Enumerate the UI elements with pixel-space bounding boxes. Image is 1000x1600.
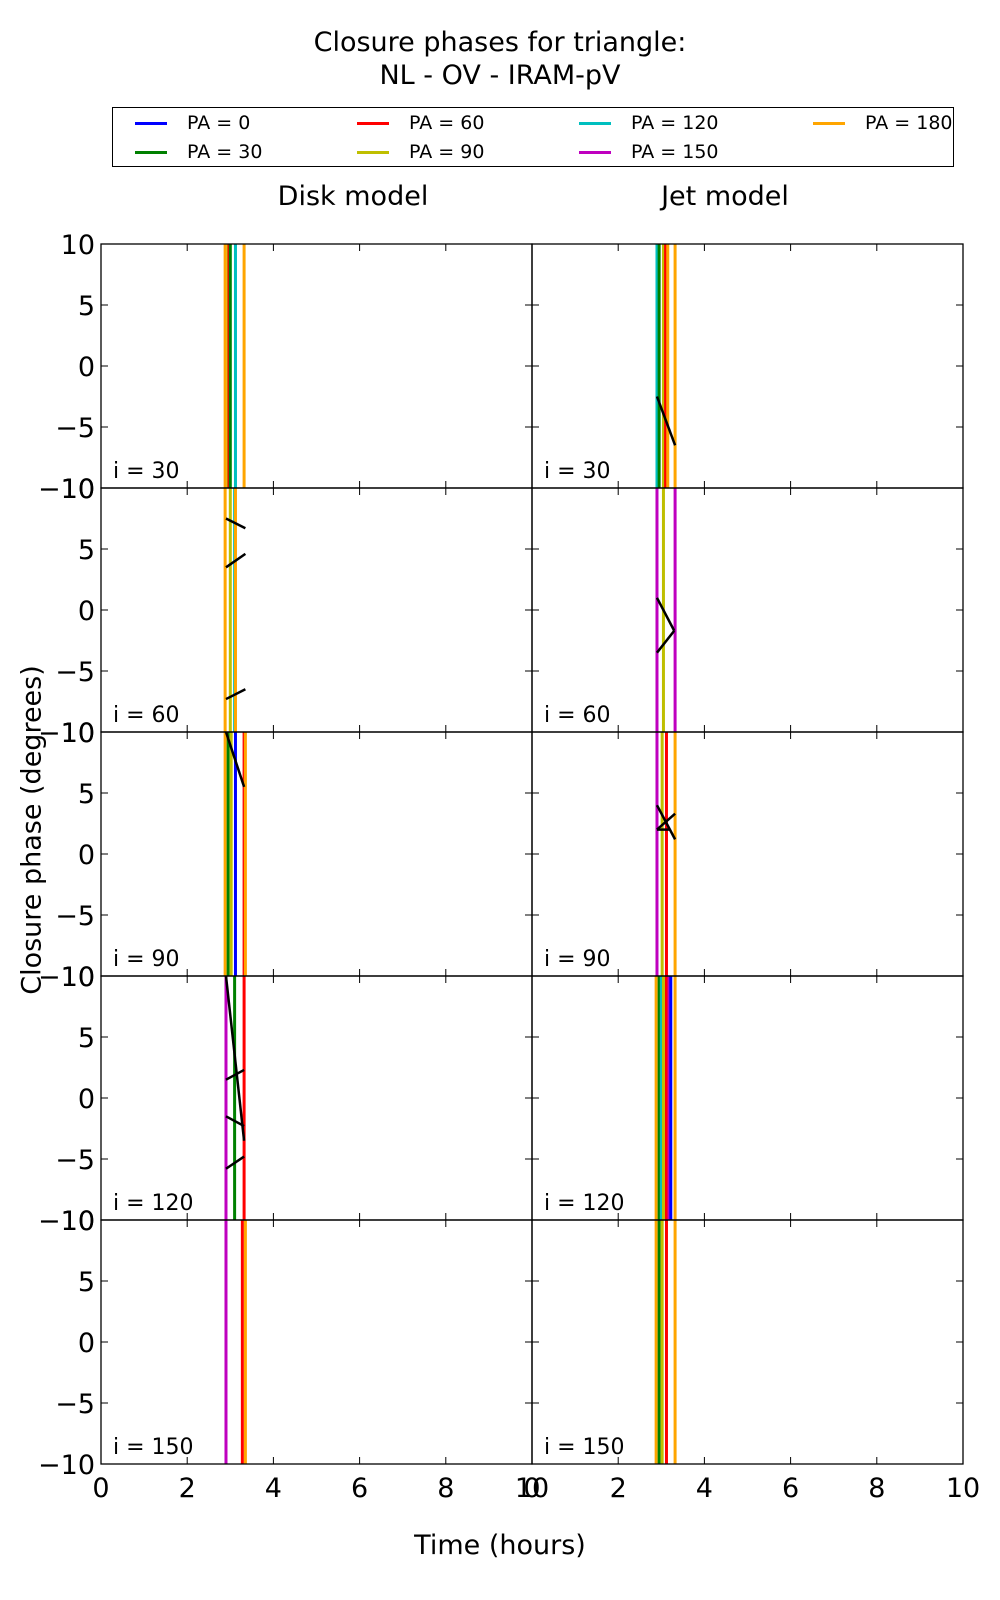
- row-label-0-0: i = 30: [113, 459, 180, 484]
- y-tick-label-1-2: 0: [78, 596, 95, 627]
- y-tick-label-3-1: −5: [55, 1145, 95, 1176]
- y-tick-label-4-1: −5: [55, 1389, 95, 1420]
- legend-swatch: [135, 151, 167, 154]
- row-label-2-1: i = 90: [544, 947, 611, 972]
- x-tick-label-1-1: 2: [610, 1473, 627, 1504]
- y-tick-label-3-4: 10: [61, 962, 95, 993]
- y-tick-label-0-3: 5: [78, 291, 95, 322]
- panel-2-1-data-segment-1: [656, 812, 676, 831]
- legend-label: PA = 0: [187, 112, 251, 134]
- column-title-disk: Disk model: [277, 181, 429, 212]
- legend-swatch: [579, 151, 611, 154]
- chart-title-line2: NL - OV - IRAM-pV: [379, 60, 621, 91]
- y-tick-label-3-3: 5: [78, 1023, 95, 1054]
- row-label-2-0: i = 90: [113, 947, 180, 972]
- panel-1-0-data-segment-0: [225, 517, 246, 530]
- y-tick-label-4-2: 0: [78, 1328, 95, 1359]
- row-label-3-1: i = 120: [544, 1191, 625, 1216]
- y-tick-label-4-3: 5: [78, 1267, 95, 1298]
- legend-label: PA = 150: [631, 141, 719, 163]
- panel-2-0-data-segment-0: [224, 731, 246, 788]
- legend-label: PA = 30: [187, 141, 263, 163]
- y-tick-label-2-1: −5: [55, 901, 95, 932]
- panel-3-0-data-segment-3: [225, 1155, 245, 1170]
- x-tick-label-1-4: 8: [868, 1473, 885, 1504]
- x-tick-label-0-0: 0: [92, 1473, 109, 1504]
- x-tick-label-1-2: 4: [696, 1473, 713, 1504]
- x-tick-label-1-3: 6: [782, 1473, 799, 1504]
- legend-label: PA = 60: [409, 112, 485, 134]
- row-label-1-0: i = 60: [113, 703, 180, 728]
- legend-swatch: [357, 151, 389, 154]
- legend-swatch: [135, 122, 167, 125]
- legend-swatch: [579, 122, 611, 125]
- panel-frame-0-0: [100, 243, 533, 489]
- panel-frame-3-1: [531, 975, 964, 1221]
- panel-1-0-data-segment-2: [225, 688, 246, 701]
- y-tick-label-2-2: 0: [78, 840, 95, 871]
- legend-label: PA = 90: [409, 141, 485, 163]
- panel-1-1-data-segment-0: [655, 597, 676, 632]
- panel-frame-2-0: [100, 731, 533, 977]
- panel-frame-1-1: [531, 487, 964, 733]
- panel-0-1-data-segment-0: [655, 396, 677, 446]
- legend: PA = 0 PA = 30 PA = 60 PA = 90 PA = 120 PA = …: [112, 107, 954, 167]
- x-axis-label: Time (hours): [414, 1530, 586, 1561]
- row-label-0-1: i = 30: [544, 459, 611, 484]
- x-tick-label-0-1: 2: [179, 1473, 196, 1504]
- x-tick-label-0-3: 6: [351, 1473, 368, 1504]
- panel-frame-1-0: [100, 487, 533, 733]
- y-tick-label-2-4: 10: [61, 718, 95, 749]
- panel-frame-3-0: [100, 975, 533, 1221]
- x-tick-label-0-2: 4: [265, 1473, 282, 1504]
- y-tick-label-4-4: 10: [61, 1206, 95, 1237]
- chart-title-line1: Closure phases for triangle:: [313, 27, 687, 58]
- legend-label: PA = 180: [865, 112, 953, 134]
- y-tick-label-1-3: 5: [78, 535, 95, 566]
- y-tick-label-2-3: 5: [78, 779, 95, 810]
- panel-1-0-data-segment-1: [225, 552, 247, 569]
- y-tick-label-1-1: −5: [55, 657, 95, 688]
- y-tick-label-0-0: −10: [38, 474, 95, 505]
- legend-swatch: [813, 122, 845, 125]
- panel-frame-0-1: [531, 243, 964, 489]
- panel-frame-4-1: [531, 1219, 964, 1465]
- x-tick-label-0-4: 8: [437, 1473, 454, 1504]
- y-axis-label: Closure phase (degrees): [16, 665, 48, 995]
- y-tick-label-1-0: −10: [38, 718, 95, 749]
- legend-swatch: [357, 122, 389, 125]
- legend-label: PA = 120: [631, 112, 719, 134]
- panel-3-0-data-segment-2: [225, 1115, 245, 1128]
- y-tick-label-4-0: −10: [38, 1450, 95, 1481]
- y-tick-label-1-4: 10: [61, 474, 95, 505]
- row-label-4-1: i = 150: [544, 1435, 625, 1460]
- y-tick-label-0-2: 0: [78, 352, 95, 383]
- column-title-jet: Jet model: [661, 181, 789, 212]
- x-tick-label-1-5: 10: [946, 1473, 980, 1504]
- panel-3-0-data-segment-0: [224, 975, 246, 1141]
- y-tick-label-2-0: −10: [38, 962, 95, 993]
- row-label-4-0: i = 150: [113, 1435, 194, 1460]
- row-label-1-1: i = 60: [544, 703, 611, 728]
- row-label-3-0: i = 120: [113, 1191, 194, 1216]
- x-tick-label-1-0: 0: [523, 1473, 540, 1504]
- x-tick-label-0-5: 10: [515, 1473, 549, 1504]
- y-tick-label-3-0: −10: [38, 1206, 95, 1237]
- panel-frame-2-1: [531, 731, 964, 977]
- y-tick-label-0-4: 10: [61, 230, 95, 261]
- panel-1-1-data-segment-1: [656, 629, 676, 654]
- y-tick-label-3-2: 0: [78, 1084, 95, 1115]
- y-tick-label-0-1: −5: [55, 413, 95, 444]
- panel-3-0-data-segment-1: [225, 1068, 245, 1081]
- panel-frame-4-0: [100, 1219, 533, 1465]
